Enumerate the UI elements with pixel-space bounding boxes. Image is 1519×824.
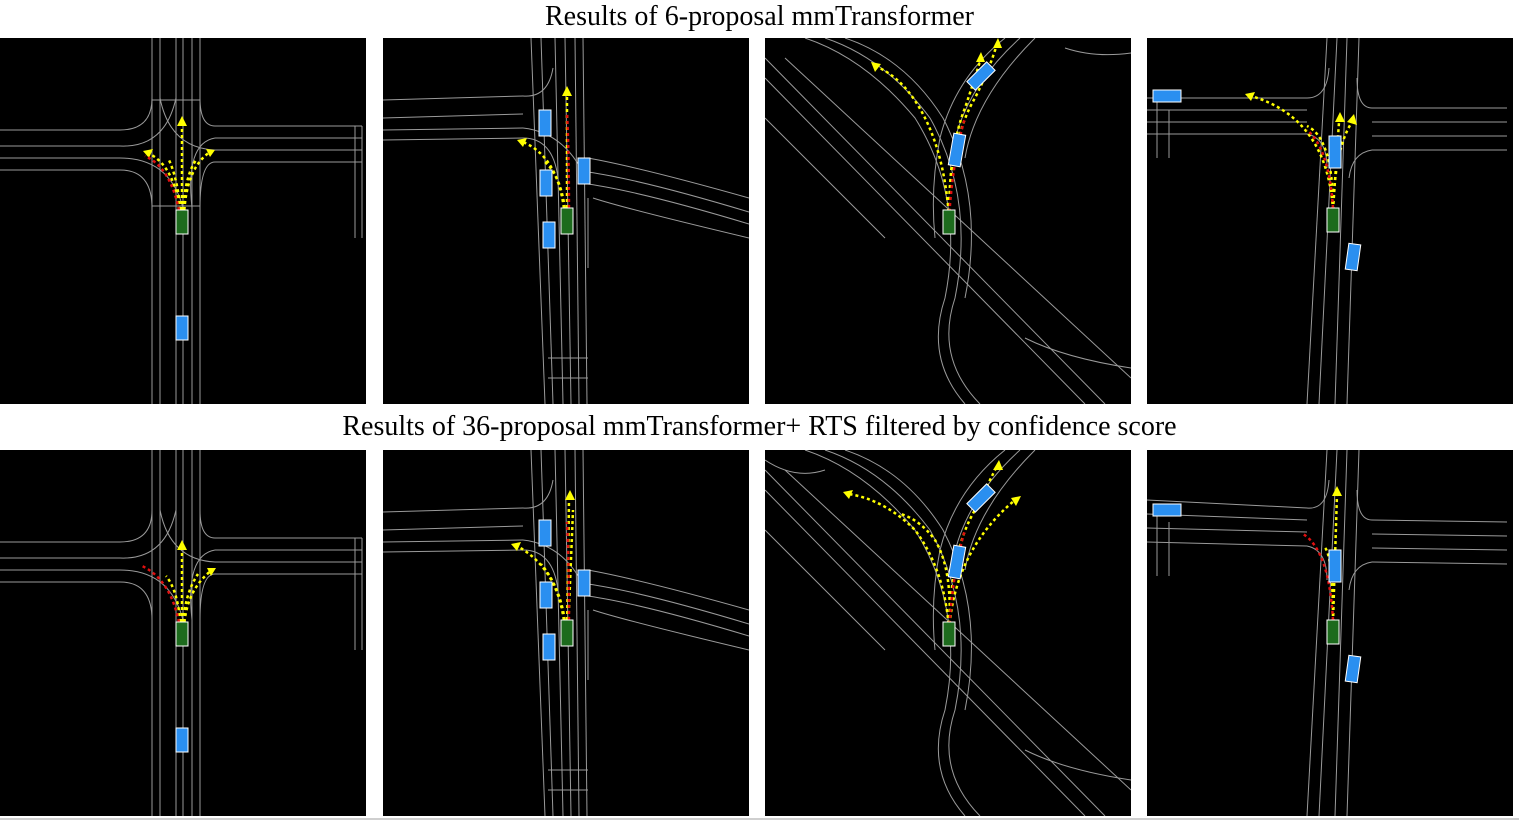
scene-panel-r2-c4: [1147, 450, 1513, 816]
scene-map-r1-c2: [383, 38, 749, 404]
scene-map-r2-c3: [765, 450, 1131, 816]
ego-vehicle: [942, 209, 956, 235]
row-title-top: Results of 6-proposal mmTransformer: [544, 1, 975, 32]
scene-map-r2-c4: [1147, 450, 1508, 816]
scene-panel-r2-c2: [383, 450, 749, 816]
scene-map-r2-c2: [383, 450, 749, 816]
scene-map-r1-c3: [765, 38, 1131, 404]
other-vehicle: [175, 727, 189, 753]
other-vehicle: [542, 633, 556, 661]
other-vehicle: [175, 315, 189, 341]
other-vehicle: [966, 483, 996, 513]
other-vehicle: [947, 544, 967, 580]
scene-panel-r1-c1: [0, 38, 366, 404]
ego-vehicle: [175, 621, 189, 647]
scene-map-r1-c4: [1147, 38, 1507, 404]
other-vehicle: [538, 109, 552, 137]
other-vehicle: [538, 519, 552, 547]
ego-vehicle: [560, 207, 574, 235]
ego-vehicle: [560, 619, 574, 647]
ground-truth-trajectory: [1306, 129, 1335, 209]
other-vehicle: [542, 221, 556, 249]
scene-panel-r2-c3: [765, 450, 1131, 816]
other-vehicle: [947, 132, 967, 168]
other-vehicle: [966, 61, 996, 91]
other-vehicle: [539, 169, 553, 197]
other-vehicle: [1328, 135, 1342, 169]
other-vehicle: [577, 157, 591, 185]
ego-vehicle: [942, 621, 956, 647]
ego-vehicle: [1326, 619, 1340, 645]
bottom-divider: [0, 818, 1519, 820]
ground-truth-trajectory: [144, 154, 182, 217]
ego-vehicle: [175, 209, 189, 235]
other-vehicle: [1328, 549, 1342, 583]
scene-panel-r1-c3: [765, 38, 1131, 404]
other-vehicle: [1152, 503, 1182, 517]
scene-panel-r1-c4: [1147, 38, 1513, 404]
ground-truth-trajectory: [565, 521, 571, 633]
ground-truth-trajectory: [1302, 532, 1335, 621]
scene-map-r1-c1: [0, 38, 363, 404]
prediction-trajectories: [871, 38, 1002, 219]
ground-truth-trajectory: [141, 564, 182, 629]
scene-panel-r1-c2: [383, 38, 749, 404]
row-title-bottom: Results of 36-proposal mmTransformer+ RT…: [342, 411, 1177, 442]
other-vehicle: [1152, 89, 1182, 103]
prediction-trajectories: [165, 540, 216, 629]
other-vehicle: [577, 569, 591, 597]
other-vehicle: [539, 581, 553, 609]
other-vehicle: [1344, 242, 1362, 272]
ground-truth-trajectory: [565, 113, 571, 221]
other-vehicle: [1344, 654, 1362, 684]
scene-map-r2-c1: [0, 450, 363, 816]
ego-vehicle: [1326, 207, 1340, 233]
scene-panel-r2-c1: [0, 450, 366, 816]
